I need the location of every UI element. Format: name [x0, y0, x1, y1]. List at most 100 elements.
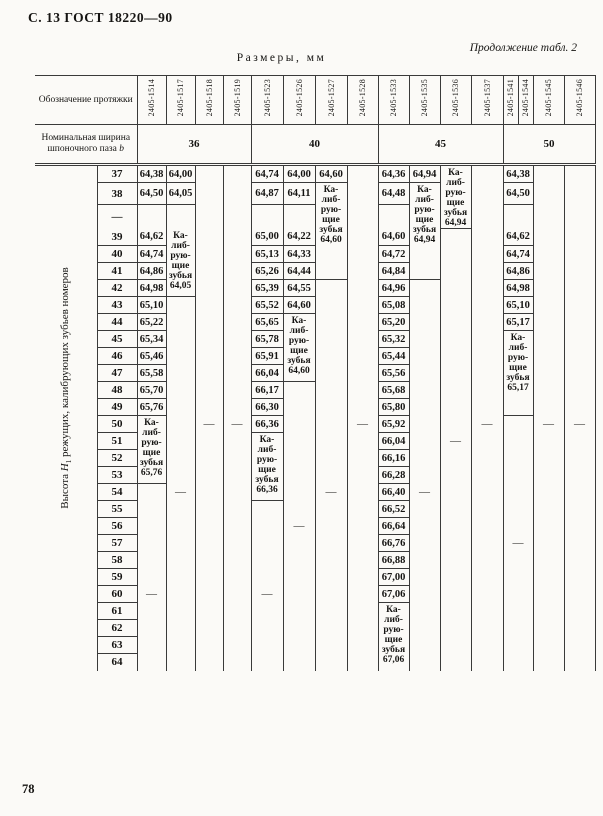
empty-cell [223, 296, 252, 314]
empty-cell [564, 330, 596, 348]
calibrating-teeth-value: 64,94 [444, 218, 467, 228]
empty-cell [166, 313, 196, 331]
empty-cell [503, 432, 534, 450]
empty-cell [283, 432, 316, 450]
tooth-height-value: 65,65 [251, 313, 284, 331]
empty-cell [283, 381, 316, 399]
empty-cell [166, 534, 196, 552]
empty-cell [471, 347, 504, 365]
tooth-height-value: 64,38 [137, 164, 167, 183]
tooth-height-value: 65,44 [378, 347, 410, 365]
tooth-height-value: 64,62 [137, 228, 167, 246]
no-value-dash: — [533, 415, 565, 433]
calibrating-teeth-text-line: зубья [287, 356, 311, 366]
tooth-height-value: 64,98 [137, 279, 167, 297]
tooth-height-value: 65,56 [378, 364, 410, 382]
column-designation-text: 2405-1536 [451, 78, 460, 117]
tooth-height-value: 64,33 [283, 245, 316, 263]
empty-cell [195, 466, 224, 484]
empty-cell [223, 381, 252, 399]
table-row: 45 65,34 65,78 65,32 Ка-либ-рую-щие зубья 65,1… [35, 330, 596, 416]
tooth-height-value: 66,28 [378, 466, 410, 484]
empty-cell [564, 602, 596, 620]
empty-cell [223, 517, 252, 535]
empty-cell [195, 164, 224, 183]
column-designation: 2405-1528 [347, 75, 379, 125]
no-value-dash: — [223, 415, 252, 433]
empty-cell [137, 653, 167, 671]
empty-cell [409, 653, 441, 671]
empty-cell [409, 296, 441, 314]
no-value-dash: — [137, 585, 167, 603]
empty-cell [315, 449, 348, 467]
empty-cell [533, 653, 565, 671]
empty-cell [378, 204, 410, 229]
empty-cell [533, 398, 565, 416]
calibrating-teeth-cell: Ка-либ-рую-щие зубья 66,36 [251, 432, 284, 501]
row-number: 57 [97, 534, 138, 552]
row-number: 62 [97, 619, 138, 637]
empty-cell [564, 204, 596, 229]
empty-cell [283, 602, 316, 620]
empty-cell [195, 568, 224, 586]
empty-cell [564, 432, 596, 450]
empty-cell [347, 330, 379, 348]
table-row: 46 65,46 65,91 65,44 [35, 347, 596, 365]
empty-cell [347, 228, 379, 246]
calibrating-teeth-text-line: либ- [384, 615, 403, 625]
empty-cell [137, 551, 167, 569]
empty-cell [564, 279, 596, 297]
empty-cell [440, 262, 472, 280]
empty-cell [283, 551, 316, 569]
tooth-height-value: 65,92 [378, 415, 410, 433]
no-value-dash: — [440, 432, 472, 450]
empty-cell [440, 245, 472, 263]
tooth-height-value: 64,74 [137, 245, 167, 263]
empty-cell [223, 245, 252, 263]
empty-cell [564, 262, 596, 280]
dimensions-table-wrap: Обозначение протяжки 2405-1514 2405-1517 2… [35, 75, 596, 671]
tooth-height-value: 64,74 [503, 245, 534, 263]
column-designation-text: 2405-1528 [358, 78, 367, 117]
no-value-dash: — [195, 415, 224, 433]
calibrating-teeth-text-line: либ- [446, 178, 465, 188]
empty-cell [409, 330, 441, 348]
groove-width-header-row: Номинальная ширина шпоночного паза b 36 4… [35, 124, 596, 166]
table-continuation-note: Продолжение табл. 2 [469, 42, 577, 54]
empty-cell [315, 551, 348, 569]
empty-cell [223, 313, 252, 331]
empty-cell [503, 551, 534, 569]
column-designation-text: 2405-1526 [294, 78, 304, 117]
row-axis-label-text: Высота H1 режущих, калибрующих зубьев но… [58, 267, 73, 509]
empty-cell [503, 466, 534, 484]
empty-cell [347, 466, 379, 484]
no-value-dash: — [315, 483, 348, 501]
empty-cell [347, 313, 379, 331]
empty-cell [409, 500, 441, 518]
calibrating-teeth-text-line: Ка- [291, 316, 307, 326]
no-value-dash: — [471, 415, 504, 433]
column-designation: 2405-1519 [223, 75, 252, 125]
row-number: 42 [97, 279, 138, 297]
empty-cell [347, 619, 379, 637]
empty-cell [564, 164, 596, 183]
empty-cell [564, 228, 596, 246]
tooth-height-value: 64,00 [283, 164, 316, 183]
tooth-height-value: 65,17 [503, 313, 534, 331]
empty-cell [440, 585, 472, 603]
calibrating-teeth-text-line: рую- [320, 205, 342, 215]
table-row: 51 Ка-либ-рую-щие зубья 66,36 66,04— [35, 432, 596, 501]
no-value-dash: — [166, 483, 196, 501]
empty-cell [137, 602, 167, 620]
calibrating-teeth-text-line: Ка- [417, 185, 432, 195]
empty-cell [471, 164, 504, 183]
empty-cell [440, 313, 472, 331]
empty-cell [283, 483, 316, 501]
empty-cell [533, 432, 565, 450]
no-value-dash: — [564, 415, 596, 433]
calibrating-teeth-value: 64,60 [288, 366, 310, 376]
empty-cell [533, 296, 565, 314]
calibrating-teeth-cell: Ка-либ-рую-щие зубья 65,17 [503, 330, 534, 416]
tooth-height-value: 66,04 [251, 364, 284, 382]
empty-cell [440, 534, 472, 552]
